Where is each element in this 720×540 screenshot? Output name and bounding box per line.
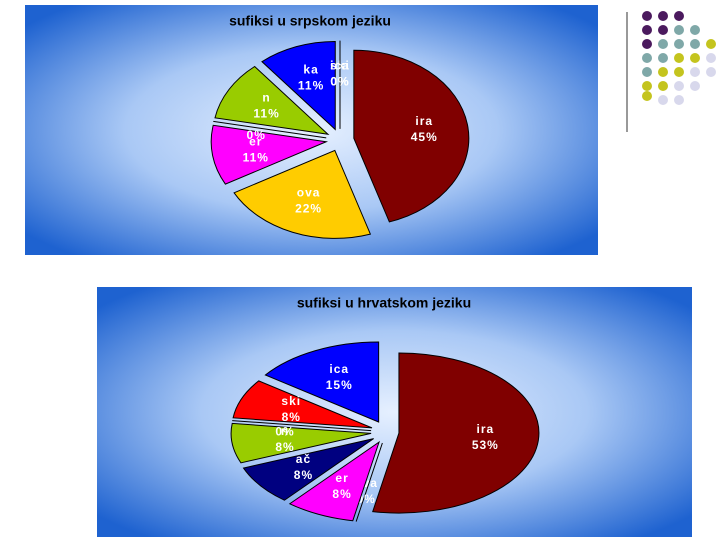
slice-label: ica <box>330 58 350 72</box>
pie-slice <box>242 438 374 501</box>
pie-slice <box>213 120 327 139</box>
chart: sufiksi u srpskom jeziku ira 45% ova 22% er 11… <box>25 5 598 255</box>
pie-slice <box>232 380 373 429</box>
slice-value-label: 0% <box>330 74 349 88</box>
slice-label: ira <box>415 114 433 128</box>
slice-label: ova <box>297 185 321 199</box>
pie-slice <box>261 40 336 131</box>
slice-label: ka <box>303 62 318 76</box>
slice-label: n <box>262 91 270 105</box>
pie-slice <box>288 440 380 522</box>
chart: sufiksi u hrvatskom jezikuira53%ova0%er8… <box>97 287 692 537</box>
slice-label: ira <box>477 422 495 436</box>
slice-value-label: 8% <box>275 440 294 454</box>
chart-title: sufiksi u srpskom jeziku <box>229 13 391 29</box>
slice-value-label: 53% <box>472 438 499 452</box>
slice-label: er <box>335 471 348 485</box>
slice-value-label: 0% <box>247 128 266 142</box>
slice-label: ač <box>296 452 311 466</box>
slice-value-label: 8% <box>332 487 351 501</box>
pie-slice <box>233 149 372 239</box>
slice-label: ski <box>281 394 301 408</box>
pie-slice <box>214 65 330 136</box>
slice-label: n <box>281 424 289 438</box>
slice-label: er <box>249 134 262 148</box>
slice-value-label: 11% <box>243 150 269 164</box>
slice-label: ica <box>329 362 349 376</box>
pie-slice <box>353 49 470 223</box>
decoration <box>626 11 716 132</box>
slice-value-label: 15% <box>326 378 353 392</box>
slice-value-label: 22% <box>295 201 322 215</box>
slice-value-label: 45% <box>411 130 438 144</box>
chart-title: sufiksi u hrvatskom jeziku <box>297 295 471 311</box>
slice-value-label: 11% <box>298 78 324 92</box>
slice-value-label: 8% <box>294 468 313 482</box>
pie-slice <box>230 422 372 464</box>
pie-slice <box>372 352 540 514</box>
pie-slice <box>210 124 329 185</box>
slice-value-label: 11% <box>253 107 279 121</box>
pie-slice <box>264 341 380 423</box>
slice-value-label: 8% <box>282 410 301 424</box>
slice-value-label: 0% <box>275 425 294 439</box>
